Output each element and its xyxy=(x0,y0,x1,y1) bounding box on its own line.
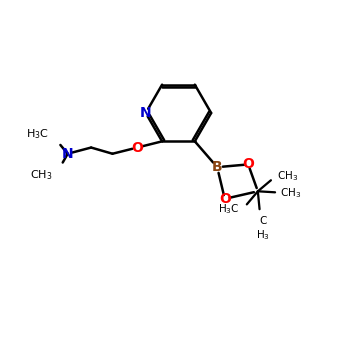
Text: N: N xyxy=(140,106,152,120)
Text: O: O xyxy=(219,192,231,206)
Text: CH$_3$: CH$_3$ xyxy=(280,186,301,200)
Text: O: O xyxy=(242,158,254,172)
Text: H$_3$C: H$_3$C xyxy=(218,202,240,216)
Text: CH$_3$: CH$_3$ xyxy=(30,168,52,182)
Text: N: N xyxy=(62,147,74,161)
Text: C
H$_3$: C H$_3$ xyxy=(256,216,270,242)
Text: O: O xyxy=(131,141,143,155)
Text: CH$_3$: CH$_3$ xyxy=(277,169,298,183)
Text: B: B xyxy=(212,160,223,174)
Text: H$_3$C: H$_3$C xyxy=(26,127,49,141)
